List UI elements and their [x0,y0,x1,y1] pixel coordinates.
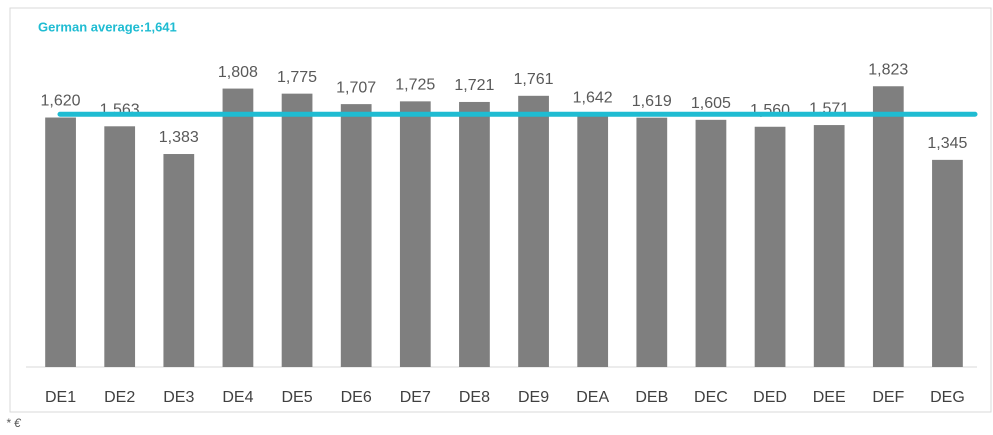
x-tick-label: DE2 [104,389,135,406]
x-tick-label: DE3 [163,389,194,406]
data-label: 1,383 [159,129,199,146]
bar [695,119,727,367]
data-label: 1,808 [218,64,258,81]
data-label: 1,775 [277,69,317,86]
bar [813,125,845,367]
data-label: 1,620 [41,93,81,110]
x-tick-label: DE4 [222,389,253,406]
bar [754,126,786,367]
bar [518,95,549,367]
bar [222,88,254,368]
bar [577,114,609,367]
x-tick-label: DE5 [282,389,313,406]
bar [340,104,372,367]
data-label: 1,605 [691,95,731,112]
x-tick-label: DE7 [400,389,431,406]
bar [932,159,963,367]
x-tick-label: DEA [576,389,609,406]
bar [459,101,490,367]
bar [872,86,904,368]
x-tick-label: DE1 [45,389,76,406]
annotation: German average:1,641 [38,19,177,34]
data-label: 1,619 [632,93,672,110]
x-tick-label: DE6 [341,389,372,406]
data-label: 1,725 [395,77,435,94]
data-label: 1,345 [927,135,967,152]
bar [281,93,313,368]
footnote: * € [6,416,22,430]
x-tick-label: DEG [930,389,965,406]
bar [104,126,136,367]
x-tick-label: DED [753,389,787,406]
x-tick-label: DEC [694,389,728,406]
data-label: 1,721 [454,77,494,94]
bar [399,101,431,367]
bar [45,117,76,368]
x-tick-label: DEE [813,389,846,406]
bar [636,117,668,367]
chart-border [9,7,992,413]
x-tick-label: DE9 [518,389,549,406]
x-tick-label: DEF [872,389,904,406]
x-tick-label: DEB [635,389,668,406]
x-tick-label: DE8 [459,389,490,406]
data-label: 1,761 [514,71,554,88]
bar [163,154,195,367]
data-label: 1,707 [336,79,376,96]
data-label: 1,823 [868,61,908,78]
data-label: 1,642 [573,89,613,106]
